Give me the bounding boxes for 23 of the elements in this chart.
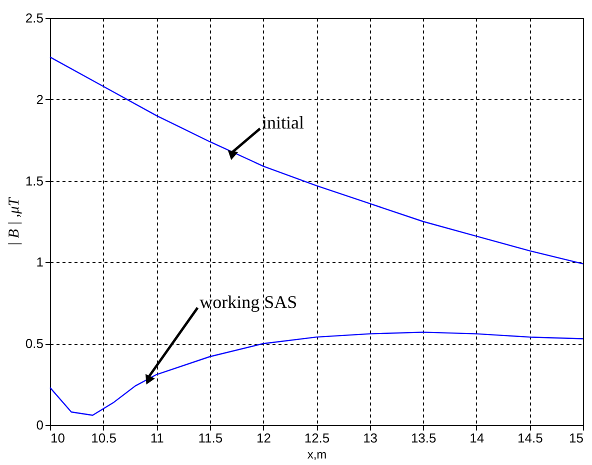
x-tick-label: 10.5 bbox=[91, 430, 116, 446]
x-tick-label: 15 bbox=[569, 430, 584, 446]
x-tick-label: 11.5 bbox=[198, 430, 223, 446]
line-series bbox=[49, 332, 584, 416]
y-tick-label: 2.5 bbox=[25, 10, 44, 26]
y-tick-label: 1 bbox=[36, 254, 44, 270]
line-series bbox=[49, 56, 584, 264]
x-tick-label: 12 bbox=[256, 430, 271, 446]
annotation: working SAS bbox=[200, 292, 298, 312]
x-tick-label: 14.5 bbox=[518, 430, 543, 446]
y-tick-label: 0.5 bbox=[25, 336, 44, 352]
x-tick-label: 11 bbox=[150, 430, 164, 446]
x-axis-title: x,m bbox=[307, 448, 327, 462]
x-tick-label: 13.5 bbox=[410, 430, 436, 446]
y-tick-label: 2 bbox=[36, 92, 44, 107]
x-tick-label: 13 bbox=[363, 430, 378, 446]
x-tick-label: 14 bbox=[470, 430, 484, 446]
x-tick-label: 12.5 bbox=[304, 430, 330, 446]
y-tick-label: 0 bbox=[36, 418, 44, 432]
y-axis-title: | B | ,μT bbox=[6, 196, 22, 246]
y-tick-label: 1.5 bbox=[25, 173, 44, 188]
x-tick-label: 10 bbox=[50, 430, 65, 446]
annotation: initial bbox=[262, 112, 304, 133]
